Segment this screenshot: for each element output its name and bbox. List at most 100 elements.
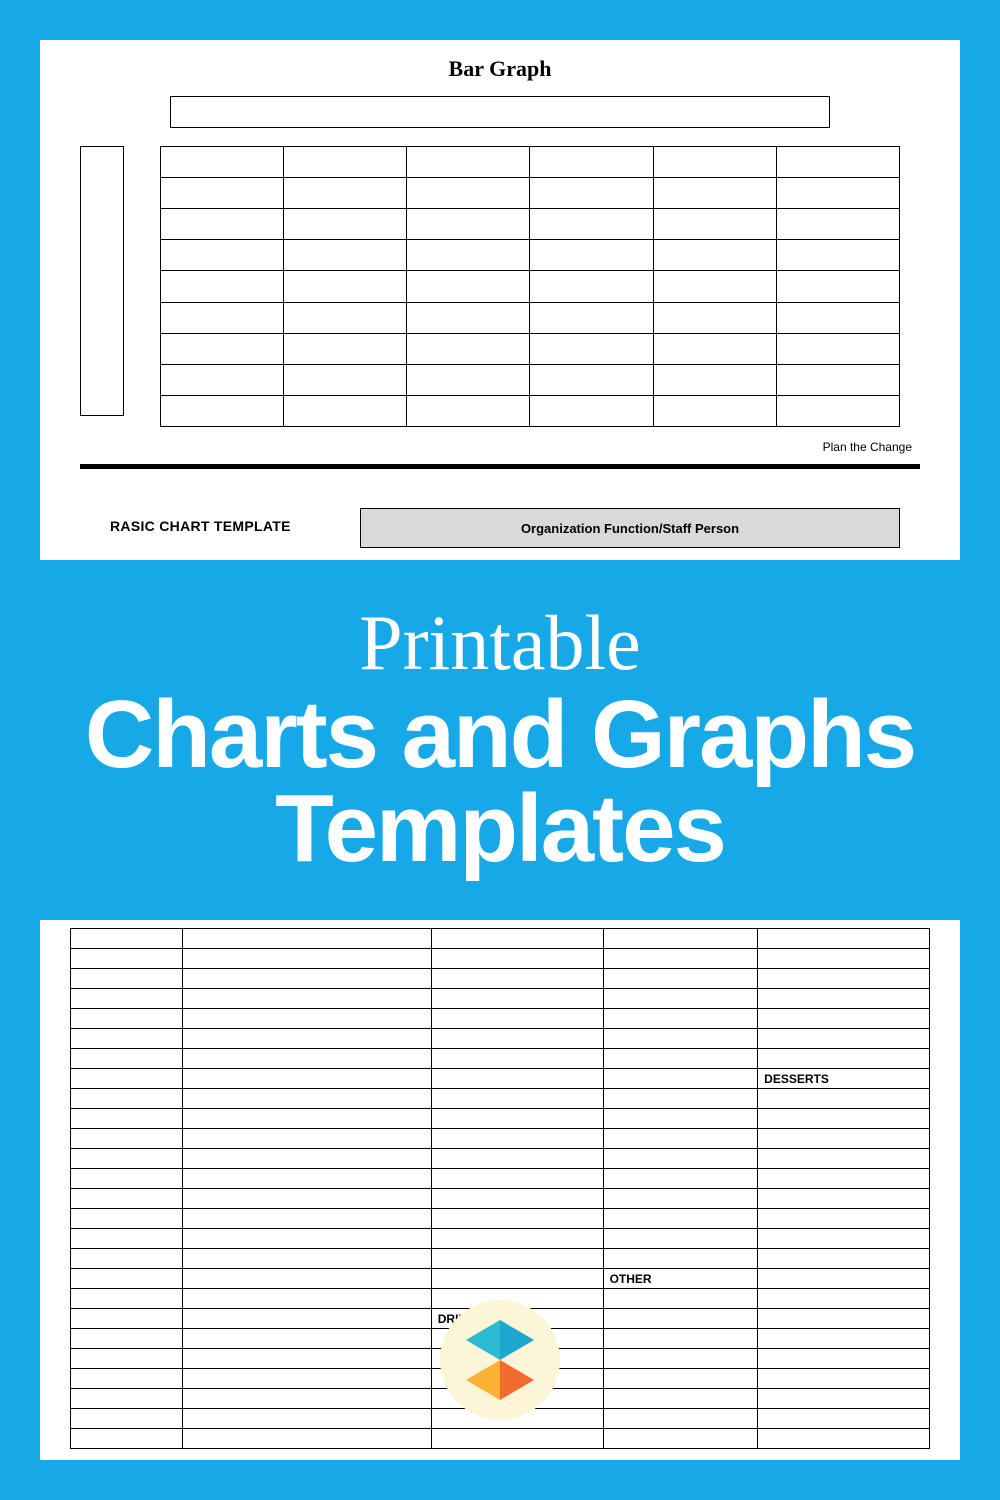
grid-cell bbox=[182, 969, 431, 989]
grid-cell bbox=[283, 240, 406, 271]
grid-cell bbox=[161, 302, 284, 333]
grid-cell bbox=[530, 302, 653, 333]
grid-cell bbox=[71, 929, 183, 949]
grid-cell bbox=[71, 1009, 183, 1029]
grid-cell bbox=[603, 1149, 758, 1169]
grid-cell bbox=[777, 178, 900, 209]
grid-cell bbox=[182, 1049, 431, 1069]
logo-badge bbox=[440, 1300, 560, 1420]
grid-cell bbox=[431, 1209, 603, 1229]
grid-cell bbox=[71, 1229, 183, 1249]
grid-cell bbox=[603, 1249, 758, 1269]
grid-cell bbox=[603, 949, 758, 969]
grid-cell bbox=[283, 271, 406, 302]
grid-cell bbox=[283, 333, 406, 364]
grid-cell bbox=[603, 1309, 758, 1329]
grid-cell bbox=[653, 240, 776, 271]
plan-the-change-label: Plan the Change bbox=[823, 440, 912, 454]
grid-cell bbox=[431, 1269, 603, 1289]
grid-cell bbox=[182, 1169, 431, 1189]
grid-cell bbox=[407, 209, 530, 240]
grid-cell bbox=[530, 209, 653, 240]
grid-cell bbox=[161, 178, 284, 209]
grid-cell bbox=[71, 1289, 183, 1309]
grid-cell bbox=[758, 1429, 930, 1449]
grid-cell bbox=[71, 949, 183, 969]
grid-cell bbox=[603, 1209, 758, 1229]
grid-cell bbox=[182, 929, 431, 949]
grid-cell bbox=[653, 271, 776, 302]
grid-cell bbox=[283, 364, 406, 395]
grid-cell bbox=[758, 1289, 930, 1309]
grid-cell bbox=[182, 1149, 431, 1169]
grid-cell bbox=[603, 1389, 758, 1409]
grid-cell bbox=[431, 969, 603, 989]
grid-cell bbox=[407, 240, 530, 271]
grid-cell bbox=[161, 209, 284, 240]
grid-cell bbox=[530, 147, 653, 178]
top-template-panel: Bar Graph Plan the Change RASIC CHART TE… bbox=[40, 40, 960, 560]
grid-cell bbox=[431, 1229, 603, 1249]
y-axis-label-box bbox=[80, 146, 124, 416]
grid-cell bbox=[182, 1269, 431, 1289]
grid-cell bbox=[653, 209, 776, 240]
grid-cell bbox=[777, 302, 900, 333]
grid-cell bbox=[777, 333, 900, 364]
grid-cell bbox=[603, 1229, 758, 1249]
grid-cell bbox=[182, 1329, 431, 1349]
grid-cell bbox=[653, 364, 776, 395]
grid-cell bbox=[431, 1069, 603, 1089]
grid-cell bbox=[530, 271, 653, 302]
grid-cell bbox=[161, 333, 284, 364]
grid-cell bbox=[71, 1329, 183, 1349]
footer-rule bbox=[80, 464, 920, 469]
grid-cell bbox=[653, 395, 776, 426]
grid-cell bbox=[283, 178, 406, 209]
grid-cell bbox=[161, 395, 284, 426]
grid-cell bbox=[431, 929, 603, 949]
grid-cell bbox=[758, 1309, 930, 1329]
grid-cell bbox=[603, 1109, 758, 1129]
grid-cell bbox=[653, 302, 776, 333]
grid-cell bbox=[407, 178, 530, 209]
grid-cell bbox=[603, 1409, 758, 1429]
grid-cell bbox=[182, 1309, 431, 1329]
grid-cell bbox=[431, 1189, 603, 1209]
title-band: Printable Charts and Graphs Templates bbox=[0, 560, 1000, 920]
grid-cell bbox=[71, 1169, 183, 1189]
grid-cell bbox=[758, 1189, 930, 1209]
grid-cell bbox=[431, 1109, 603, 1129]
grid-cell bbox=[431, 989, 603, 1009]
grid-cell bbox=[758, 1109, 930, 1129]
grid-cell bbox=[603, 1329, 758, 1349]
grid-cell bbox=[182, 1109, 431, 1129]
grid-cell bbox=[603, 969, 758, 989]
grid-cell bbox=[431, 1089, 603, 1109]
grid-cell bbox=[777, 364, 900, 395]
grid-cell bbox=[407, 302, 530, 333]
grid-cell bbox=[71, 1029, 183, 1049]
grid-cell bbox=[71, 1089, 183, 1109]
grid-cell bbox=[603, 989, 758, 1009]
grid-cell bbox=[603, 1029, 758, 1049]
grid-cell bbox=[71, 1269, 183, 1289]
grid-cell bbox=[603, 1289, 758, 1309]
grid-cell bbox=[758, 1029, 930, 1049]
grid-cell bbox=[182, 1289, 431, 1309]
grid-cell bbox=[758, 929, 930, 949]
grid-cell bbox=[431, 949, 603, 969]
grid-cell bbox=[603, 1089, 758, 1109]
grid-cell bbox=[161, 271, 284, 302]
grid-cell bbox=[71, 1069, 183, 1089]
grid-cell bbox=[283, 395, 406, 426]
grid-cell bbox=[758, 1349, 930, 1369]
grid-cell bbox=[777, 147, 900, 178]
grid-cell bbox=[71, 1389, 183, 1409]
grid-cell bbox=[603, 1169, 758, 1189]
grid-cell bbox=[182, 1089, 431, 1109]
grid-cell bbox=[71, 1429, 183, 1449]
rasic-chart-label: RASIC CHART TEMPLATE bbox=[110, 518, 291, 534]
grid-cell bbox=[182, 1369, 431, 1389]
grid-cell bbox=[182, 1249, 431, 1269]
grid-cell bbox=[758, 1409, 930, 1429]
